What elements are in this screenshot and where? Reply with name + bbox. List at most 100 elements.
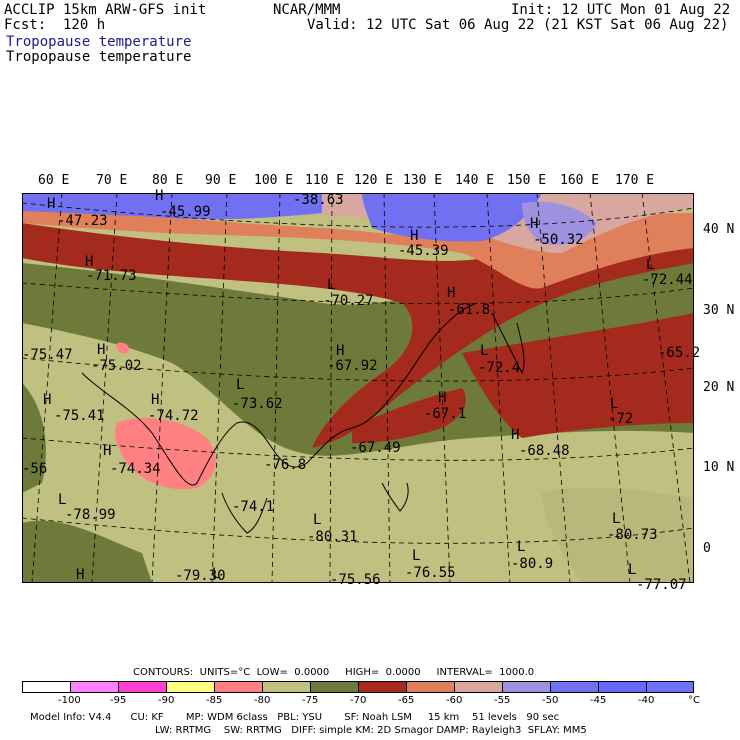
- scale-tick: -80: [254, 695, 271, 706]
- center-marker: H: [103, 443, 112, 459]
- center-value: -45.99: [160, 204, 211, 220]
- center-value: -75.47: [22, 347, 73, 363]
- center-value: -79.30: [175, 568, 226, 584]
- init-time: Init: 12 UTC Mon 01 Aug 22: [511, 2, 731, 18]
- tropopause-temperature-map: [22, 193, 694, 583]
- lon-label: 120 E: [354, 173, 394, 188]
- center-value: -65.2: [658, 345, 701, 361]
- scale-tick: -55: [494, 695, 511, 706]
- scale-swatch: [358, 681, 407, 693]
- center-value: -67.92: [327, 358, 378, 374]
- lon-line: [151, 193, 173, 583]
- scale-tick: -75: [302, 695, 319, 706]
- model-info-line-1: Model Info: V4.4 CU: KF MP: WDM 6class P…: [30, 712, 560, 723]
- center-value: -80.9: [511, 556, 554, 572]
- center-value: -38.63: [293, 192, 344, 208]
- lat-label: 30 N: [703, 303, 735, 318]
- lon-label: 110 E: [305, 173, 345, 188]
- scale-swatch: [646, 681, 694, 693]
- malay-coastline: [221, 492, 268, 534]
- lat-label: 10 N: [703, 460, 735, 475]
- scale-tick: -40: [638, 695, 655, 706]
- center-value: -75.02: [91, 358, 142, 374]
- shade-band-lavender: [522, 201, 597, 245]
- lon-label: 170 E: [615, 173, 655, 188]
- scale-swatch: [598, 681, 647, 693]
- center-marker: H: [155, 188, 164, 204]
- center-marker: L: [212, 566, 221, 582]
- lon-line: [329, 193, 333, 583]
- lon-label: 60 E: [38, 173, 70, 188]
- center-marker: L: [412, 548, 421, 564]
- scale-tick: -95: [110, 695, 127, 706]
- lat-label: 40 N: [703, 222, 735, 237]
- lon-line: [486, 193, 511, 583]
- center-marker: L: [517, 539, 526, 555]
- center-marker: H: [336, 343, 345, 359]
- lat-line-0: [22, 517, 694, 544]
- center-value: -47.23: [57, 213, 108, 229]
- shade-band-blue-east: [362, 193, 542, 242]
- shade-band-olive-south: [22, 520, 152, 583]
- lon-line: [271, 193, 281, 583]
- shade-band-darkred-strip: [352, 388, 466, 443]
- center-marker: H: [43, 392, 52, 408]
- lon-label: 90 E: [205, 173, 237, 188]
- scale-swatch: [262, 681, 311, 693]
- center-value: -56: [22, 461, 48, 477]
- color-scale-bar: [22, 681, 694, 693]
- center-value: -74.1: [232, 499, 275, 515]
- scale-swatch: [550, 681, 599, 693]
- valid-time: Valid: 12 UTC Sat 06 Aug 22 (21 KST Sat …: [307, 17, 729, 33]
- lon-line: [211, 193, 228, 583]
- center-marker: L: [646, 257, 655, 273]
- center-value: -77.07: [636, 577, 687, 593]
- scale-swatch: [454, 681, 503, 693]
- center-value: -74.72: [148, 408, 199, 424]
- lat-label: 0: [703, 541, 711, 556]
- center-value: -61.8: [448, 302, 491, 318]
- shade-band-blue-west: [22, 193, 322, 220]
- shade-band-olive-west: [22, 383, 46, 493]
- lon-line: [383, 193, 391, 583]
- lon-label: 150 E: [507, 173, 547, 188]
- center-marker: L: [612, 511, 621, 527]
- forecast-hour: Fcst: 120 h: [4, 17, 106, 33]
- center-value: -72.44: [642, 272, 693, 288]
- lon-label: 80 E: [152, 173, 184, 188]
- center-marker: H: [438, 390, 447, 406]
- center-marker: H: [85, 254, 94, 270]
- center-marker: H: [410, 228, 419, 244]
- scale-tick: -60: [446, 695, 463, 706]
- model-title: ACCLIP 15km ARW-GFS init: [4, 2, 207, 18]
- center-value: -76.55: [405, 565, 456, 581]
- scale-tick: -90: [158, 695, 175, 706]
- scale-tick: -85: [206, 695, 223, 706]
- center-marker: L: [327, 277, 336, 293]
- scale-unit: °C: [688, 695, 700, 706]
- scale-swatch: [70, 681, 119, 693]
- lon-line: [589, 193, 631, 583]
- center-marker: H: [47, 196, 56, 212]
- lon-line: [536, 193, 571, 583]
- lon-label: 100 E: [254, 173, 294, 188]
- scale-swatch: [310, 681, 359, 693]
- center-marker: H: [511, 427, 520, 443]
- scale-swatch: [166, 681, 215, 693]
- center-value: -67.49: [350, 440, 401, 456]
- center-marker: H: [97, 342, 106, 358]
- center-marker: L: [58, 492, 67, 508]
- lon-line: [641, 193, 691, 583]
- field-title-secondary: Tropopause temperature: [6, 49, 192, 65]
- center-value: -50.32: [533, 232, 584, 248]
- center-value: -45.39: [398, 243, 449, 259]
- lon-label: 140 E: [455, 173, 495, 188]
- center-value: -74.34: [110, 461, 161, 477]
- contours-info: CONTOURS: UNITS=°C LOW= 0.0000 HIGH= 0.0…: [133, 667, 535, 678]
- center-value: -70.27: [323, 293, 374, 309]
- scale-swatch: [502, 681, 551, 693]
- lon-label: 130 E: [403, 173, 443, 188]
- lat-line-20: [22, 357, 694, 382]
- lat-label: 20 N: [703, 380, 735, 395]
- organization-label: NCAR/MMM: [273, 2, 341, 18]
